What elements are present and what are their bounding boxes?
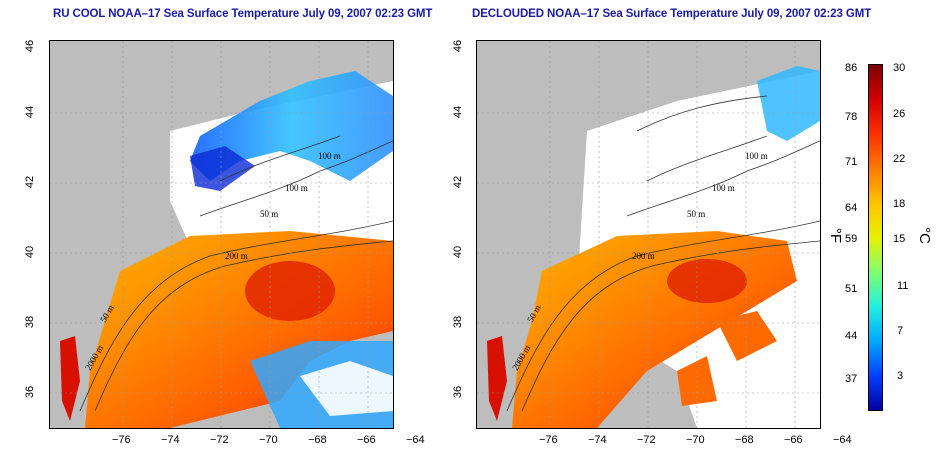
x-tick-label: −70 bbox=[259, 434, 278, 446]
colorbar-f-tick: 37 bbox=[845, 373, 858, 385]
colorbar-c-tick: 15 bbox=[893, 233, 906, 245]
x-tick-label: −66 bbox=[357, 434, 376, 446]
colorbar-c-tick: 3 bbox=[897, 370, 904, 382]
contour-label: 50 m bbox=[260, 209, 278, 219]
cold-water-band bbox=[190, 146, 255, 191]
y-tick-label: 36 bbox=[452, 385, 464, 399]
colorbar-f-tick: 59 bbox=[845, 233, 858, 245]
left-sst-map: 100 m 100 m 50 m 200 m 50 m 2000 m bbox=[49, 40, 394, 429]
x-tick-label: −66 bbox=[784, 434, 803, 446]
unit-celsius-label: °C bbox=[915, 227, 933, 244]
contour-label: 100 m bbox=[745, 151, 768, 161]
map-grid bbox=[50, 41, 393, 428]
colorbar-c-tick: 26 bbox=[893, 108, 906, 120]
x-tick-label: −68 bbox=[735, 434, 754, 446]
cold-water-ne bbox=[757, 66, 820, 141]
colorbar-f-tick: 64 bbox=[845, 202, 858, 214]
contour-label: 50 m bbox=[687, 209, 705, 219]
y-tick-label: 38 bbox=[24, 315, 36, 329]
y-tick-label: 44 bbox=[24, 105, 36, 119]
colorbar-f-tick: 71 bbox=[845, 156, 858, 168]
colorbar bbox=[868, 64, 883, 411]
y-tick-label: 38 bbox=[452, 315, 464, 329]
x-tick-label: −68 bbox=[308, 434, 327, 446]
contour-label: 100 m bbox=[285, 183, 308, 193]
colorbar-c-tick: 11 bbox=[897, 280, 909, 292]
cold-water-ne bbox=[190, 71, 393, 181]
contour-label: 100 m bbox=[712, 183, 735, 193]
contour-label: 100 m bbox=[318, 151, 341, 161]
x-tick-label: −76 bbox=[539, 434, 558, 446]
left-map-title: RU COOL NOAA–17 Sea Surface Temperature … bbox=[53, 8, 433, 20]
colorbar-c-tick: 18 bbox=[893, 198, 906, 210]
colorbar-c-tick: 22 bbox=[893, 153, 906, 165]
colorbar-c-tick: 7 bbox=[897, 325, 904, 337]
warm-eddy bbox=[667, 259, 747, 303]
colorbar-c-tick: 30 bbox=[893, 62, 906, 74]
map-grid bbox=[477, 41, 820, 428]
x-tick-label: −64 bbox=[833, 434, 852, 446]
right-map-title: DECLOUDED NOAA–17 Sea Surface Temperatur… bbox=[472, 8, 872, 20]
y-tick-label: 46 bbox=[452, 39, 464, 53]
warm-patches bbox=[677, 311, 777, 406]
contour-label: 200 m bbox=[225, 251, 248, 261]
right-sst-map: 100 m 100 m 50 m 200 m 50 m 2000 m bbox=[476, 40, 821, 429]
bay-water bbox=[60, 336, 80, 421]
unit-fahrenheit-label: °F bbox=[827, 227, 845, 244]
colorbar-f-tick: 44 bbox=[845, 330, 858, 342]
y-tick-label: 44 bbox=[452, 105, 464, 119]
y-tick-label: 36 bbox=[24, 385, 36, 399]
x-tick-label: −64 bbox=[406, 434, 425, 446]
x-tick-label: −72 bbox=[210, 434, 229, 446]
warm-eddy bbox=[245, 261, 335, 321]
x-tick-label: −70 bbox=[686, 434, 705, 446]
y-tick-label: 46 bbox=[24, 39, 36, 53]
x-tick-label: −74 bbox=[161, 434, 180, 446]
x-tick-label: −76 bbox=[112, 434, 131, 446]
contour-label: 200 m bbox=[632, 251, 655, 261]
y-tick-label: 42 bbox=[452, 175, 464, 189]
cloud-area-se bbox=[300, 361, 393, 416]
colorbar-f-tick: 78 bbox=[845, 111, 858, 123]
bay-water bbox=[487, 336, 507, 421]
y-tick-label: 40 bbox=[452, 245, 464, 259]
y-tick-label: 42 bbox=[24, 175, 36, 189]
colorbar-f-tick: 51 bbox=[845, 283, 858, 295]
colorbar-f-tick: 86 bbox=[845, 62, 858, 74]
x-tick-label: −74 bbox=[588, 434, 607, 446]
x-tick-label: −72 bbox=[637, 434, 656, 446]
y-tick-label: 40 bbox=[24, 245, 36, 259]
